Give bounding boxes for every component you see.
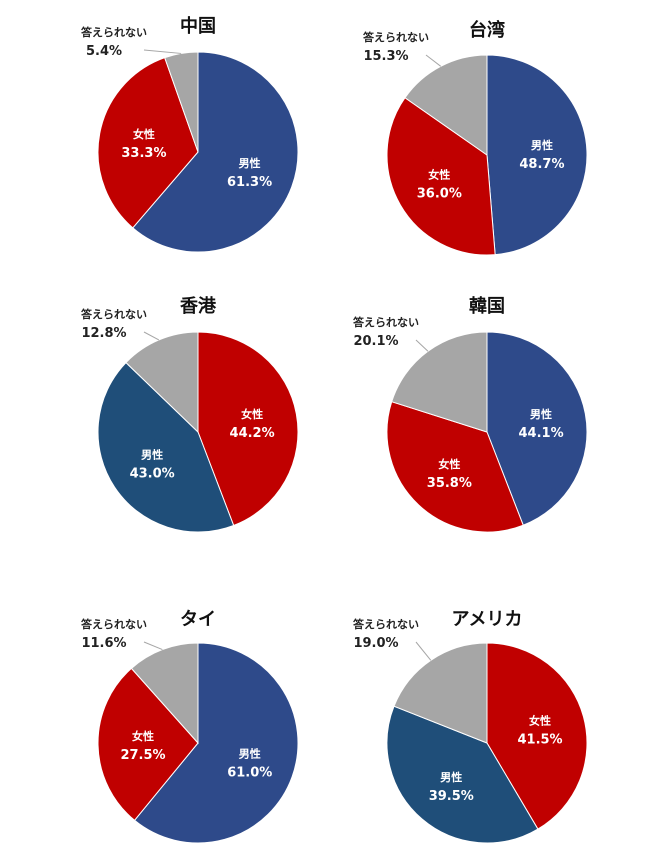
- pie-slice: [132, 51, 299, 253]
- slice-category-label: 女性: [132, 729, 154, 743]
- slice-value-label: 48.7%: [519, 157, 564, 172]
- pie-slice: [393, 642, 488, 744]
- slice-value-label: 27.5%: [120, 748, 165, 763]
- slice-value-label: 44.1%: [519, 426, 564, 441]
- pie-slice: [97, 667, 199, 821]
- slice-category-label: 男性: [141, 447, 163, 461]
- leader-line: [143, 49, 182, 54]
- pie-slice: [486, 642, 588, 830]
- slice-value-label: 5.4%: [86, 44, 122, 59]
- slice-category-label: 答えられない: [353, 315, 419, 329]
- slice-category-label: 男性: [531, 138, 553, 152]
- slice-value-label: 43.0%: [130, 466, 175, 481]
- pie-slice: [486, 54, 588, 256]
- slice-category-label: 男性: [239, 747, 261, 761]
- slice-category-label: 女性: [428, 167, 450, 181]
- slice-category-label: 男性: [440, 770, 462, 784]
- slice-category-label: 答えられない: [363, 30, 429, 44]
- pie-slice: [386, 97, 496, 256]
- slice-value-label: 39.5%: [429, 789, 474, 804]
- slice-value-label: 36.0%: [417, 186, 462, 201]
- slice-value-label: 19.0%: [353, 636, 398, 651]
- slice-value-label: 61.3%: [227, 175, 272, 190]
- chart-title: 香港: [179, 296, 217, 317]
- slice-value-label: 35.8%: [427, 476, 472, 491]
- slice-value-label: 15.3%: [363, 49, 408, 64]
- pie-slice: [486, 331, 588, 526]
- pie-slice: [164, 51, 199, 153]
- slice-category-label: 女性: [438, 457, 460, 471]
- slice-category-label: 女性: [529, 713, 551, 727]
- slice-category-label: 女性: [241, 407, 263, 421]
- slice-category-label: 男性: [239, 156, 261, 170]
- chart-title: アメリカ: [451, 609, 522, 630]
- slice-value-label: 20.1%: [353, 334, 398, 349]
- chart-title: 台湾: [469, 19, 505, 41]
- slice-category-label: 男性: [530, 407, 552, 421]
- slice-value-label: 33.3%: [121, 146, 166, 161]
- slice-category-label: 答えられない: [81, 307, 147, 321]
- slice-category-label: 答えられない: [353, 617, 419, 631]
- chart-title: 韓国: [469, 295, 505, 317]
- pie-slice: [404, 54, 488, 156]
- pie-slice: [197, 331, 299, 527]
- chart-title: 中国: [180, 15, 216, 37]
- slice-value-label: 41.5%: [517, 732, 562, 747]
- slice-value-label: 11.6%: [81, 636, 126, 651]
- slice-category-label: 女性: [133, 127, 155, 141]
- pie-slice: [130, 642, 199, 745]
- leader-line: [425, 54, 442, 67]
- leader-line: [415, 641, 432, 661]
- slice-value-label: 12.8%: [81, 326, 126, 341]
- pie-slice: [386, 401, 524, 533]
- pie-slice: [386, 705, 539, 844]
- leader-line: [415, 339, 429, 352]
- slice-value-label: 44.2%: [230, 426, 275, 441]
- leader-line: [143, 331, 160, 341]
- pie-slice: [133, 642, 299, 844]
- slice-value-label: 61.0%: [227, 766, 272, 781]
- chart-title: タイ: [180, 609, 216, 630]
- leader-line: [143, 641, 163, 651]
- pie-slice: [97, 361, 235, 533]
- pie-slice: [97, 57, 199, 229]
- slice-category-label: 答えられない: [81, 617, 147, 631]
- slice-category-label: 答えられない: [81, 25, 147, 39]
